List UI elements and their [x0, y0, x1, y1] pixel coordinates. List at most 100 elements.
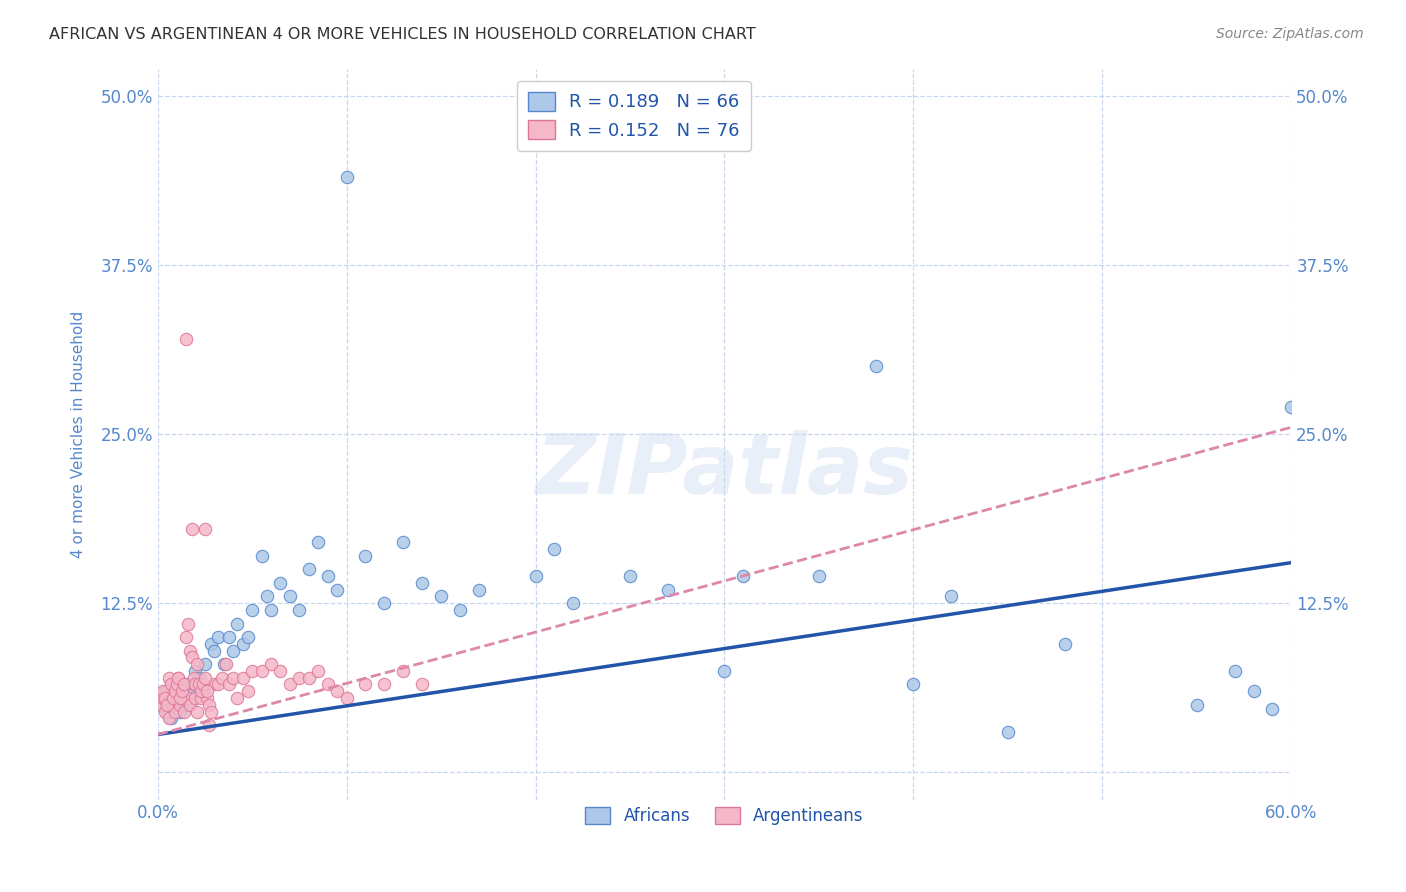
Point — [865, 359, 887, 374]
Point — [326, 582, 349, 597]
Point — [411, 576, 433, 591]
Point — [212, 657, 235, 672]
Point — [197, 698, 219, 712]
Point — [226, 616, 249, 631]
Point — [238, 684, 260, 698]
Point — [657, 582, 679, 597]
Point — [150, 698, 173, 712]
Point — [173, 691, 195, 706]
Point — [207, 677, 229, 691]
Point — [160, 691, 183, 706]
Point — [392, 535, 415, 549]
Point — [162, 691, 184, 706]
Point — [232, 671, 254, 685]
Point — [169, 698, 191, 712]
Point — [188, 677, 211, 691]
Point — [177, 698, 200, 712]
Point — [174, 332, 197, 346]
Point — [167, 671, 190, 685]
Text: AFRICAN VS ARGENTINEAN 4 OR MORE VEHICLES IN HOUSEHOLD CORRELATION CHART: AFRICAN VS ARGENTINEAN 4 OR MORE VEHICLE… — [49, 27, 756, 42]
Point — [191, 684, 214, 698]
Point — [152, 691, 174, 706]
Point — [260, 603, 283, 617]
Point — [163, 698, 186, 712]
Point — [619, 569, 641, 583]
Point — [156, 698, 179, 712]
Point — [335, 691, 357, 706]
Point — [202, 643, 225, 657]
Point — [177, 616, 200, 631]
Point — [269, 664, 291, 678]
Point — [1279, 400, 1302, 414]
Point — [194, 657, 217, 672]
Point — [166, 691, 188, 706]
Point — [152, 684, 174, 698]
Point — [468, 582, 491, 597]
Point — [1053, 637, 1076, 651]
Point — [326, 684, 349, 698]
Point — [733, 569, 755, 583]
Point — [195, 691, 218, 706]
Point — [172, 691, 194, 706]
Point — [392, 664, 415, 678]
Point — [183, 671, 205, 685]
Point — [172, 684, 194, 698]
Point — [153, 684, 176, 698]
Point — [226, 691, 249, 706]
Point — [238, 630, 260, 644]
Point — [179, 698, 201, 712]
Point — [449, 603, 471, 617]
Point — [713, 664, 735, 678]
Point — [188, 677, 211, 691]
Point — [278, 677, 301, 691]
Point — [207, 630, 229, 644]
Point — [157, 671, 180, 685]
Point — [373, 677, 395, 691]
Point — [153, 691, 176, 706]
Point — [214, 657, 236, 672]
Point — [166, 684, 188, 698]
Point — [157, 711, 180, 725]
Point — [180, 522, 202, 536]
Point — [288, 603, 311, 617]
Point — [183, 684, 205, 698]
Point — [179, 643, 201, 657]
Point — [307, 664, 329, 678]
Point — [190, 684, 212, 698]
Point — [941, 590, 963, 604]
Point — [200, 637, 222, 651]
Point — [173, 677, 195, 691]
Point — [260, 657, 283, 672]
Point — [186, 657, 208, 672]
Point — [240, 664, 263, 678]
Point — [316, 569, 339, 583]
Point — [184, 664, 207, 678]
Point — [240, 603, 263, 617]
Point — [298, 562, 321, 576]
Point — [194, 671, 217, 685]
Point — [188, 671, 211, 685]
Point — [162, 698, 184, 712]
Point — [288, 671, 311, 685]
Point — [354, 549, 377, 563]
Point — [316, 677, 339, 691]
Point — [524, 569, 547, 583]
Point — [167, 684, 190, 698]
Point — [278, 590, 301, 604]
Point — [180, 650, 202, 665]
Point — [298, 671, 321, 685]
Point — [166, 677, 188, 691]
Point — [373, 596, 395, 610]
Point — [1185, 698, 1208, 712]
Point — [160, 711, 183, 725]
Point — [156, 705, 179, 719]
Y-axis label: 4 or more Vehicles in Household: 4 or more Vehicles in Household — [72, 310, 86, 558]
Point — [156, 684, 179, 698]
Point — [197, 718, 219, 732]
Point — [186, 705, 208, 719]
Point — [153, 705, 176, 719]
Point — [157, 691, 180, 706]
Point — [1243, 684, 1265, 698]
Point — [997, 724, 1019, 739]
Point — [173, 705, 195, 719]
